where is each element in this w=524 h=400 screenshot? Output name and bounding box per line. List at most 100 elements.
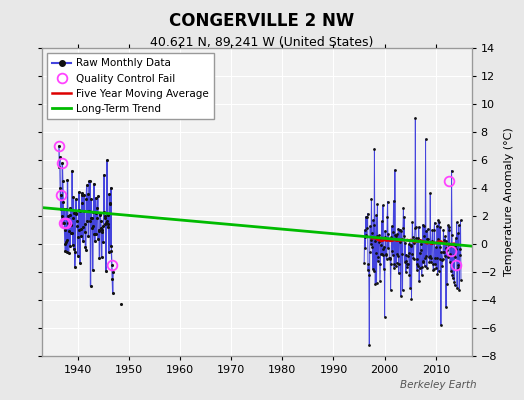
Point (448, 272, 456, 279)
Point (406, 284, 414, 291)
Point (98, 229, 106, 236)
Point (405, 250, 413, 256)
Point (384, 198, 392, 205)
Text: 40.621 N, 89.241 W (United States): 40.621 N, 89.241 W (United States) (150, 36, 374, 49)
Point (411, 223, 420, 230)
Point (397, 228, 406, 234)
Text: Berkeley Earth: Berkeley Earth (400, 380, 477, 390)
Point (64, 250, 73, 256)
Point (412, 261, 421, 267)
Point (434, 268, 443, 274)
Point (62, 206, 70, 212)
Point (421, 262, 429, 269)
Point (417, 240, 425, 247)
Point (389, 229, 397, 236)
Point (99, 227, 107, 234)
Point (89, 267, 97, 274)
Point (378, 252, 387, 258)
Point (361, 244, 369, 251)
Point (105, 249, 113, 256)
Point (78, 190, 86, 196)
Point (437, 249, 445, 255)
Point (76, 208, 84, 214)
Point (80, 192, 89, 198)
Point (384, 245, 392, 251)
Point (73, 218, 81, 224)
Point (451, 243, 459, 250)
Point (433, 271, 442, 277)
Point (439, 249, 447, 256)
Point (371, 280, 379, 287)
Point (97, 254, 106, 260)
Point (410, 237, 418, 244)
Point (104, 221, 113, 227)
Point (85, 218, 94, 224)
Point (448, 232, 456, 238)
Point (397, 292, 405, 299)
Point (376, 278, 384, 284)
Point (453, 219, 461, 225)
Point (438, 262, 446, 269)
Point (86, 283, 95, 290)
Point (439, 226, 447, 233)
Point (80, 208, 88, 214)
Point (368, 244, 376, 250)
Point (67, 229, 75, 236)
Point (435, 244, 444, 250)
Point (57, 192, 66, 198)
Point (423, 226, 432, 232)
Point (381, 228, 389, 234)
Point (431, 255, 440, 262)
Point (424, 254, 433, 260)
Point (407, 242, 415, 248)
Point (395, 270, 403, 276)
Point (416, 236, 424, 243)
Point (446, 250, 454, 257)
Point (455, 222, 463, 228)
Point (402, 264, 411, 270)
Point (96, 218, 105, 225)
Point (379, 202, 387, 208)
Point (59, 178, 67, 184)
Point (408, 219, 417, 226)
Point (391, 263, 400, 269)
Point (400, 214, 408, 220)
Point (456, 252, 464, 258)
Point (405, 272, 413, 278)
Point (377, 241, 385, 248)
Point (445, 227, 454, 233)
Point (373, 201, 381, 208)
Point (401, 240, 409, 246)
Point (447, 168, 456, 174)
Point (82, 196, 91, 202)
Point (394, 253, 402, 260)
Point (401, 258, 410, 264)
Point (91, 238, 99, 244)
Point (395, 261, 403, 267)
Point (407, 296, 416, 302)
Point (108, 290, 117, 296)
Point (93, 215, 102, 222)
Point (83, 191, 92, 198)
Point (71, 210, 80, 216)
Point (72, 196, 80, 203)
Point (68, 229, 76, 236)
Point (400, 258, 409, 265)
Point (94, 227, 103, 233)
Point (443, 281, 451, 287)
Point (70, 210, 79, 216)
Point (398, 287, 407, 294)
Point (446, 243, 455, 249)
Point (60, 206, 68, 212)
Point (360, 260, 368, 266)
Point (454, 262, 462, 268)
Point (79, 224, 88, 230)
Point (398, 251, 406, 258)
Point (441, 245, 450, 252)
Point (71, 248, 79, 255)
Point (365, 272, 373, 278)
Point (422, 253, 430, 259)
Point (55, 164, 63, 170)
Point (75, 207, 84, 213)
Point (78, 192, 86, 198)
